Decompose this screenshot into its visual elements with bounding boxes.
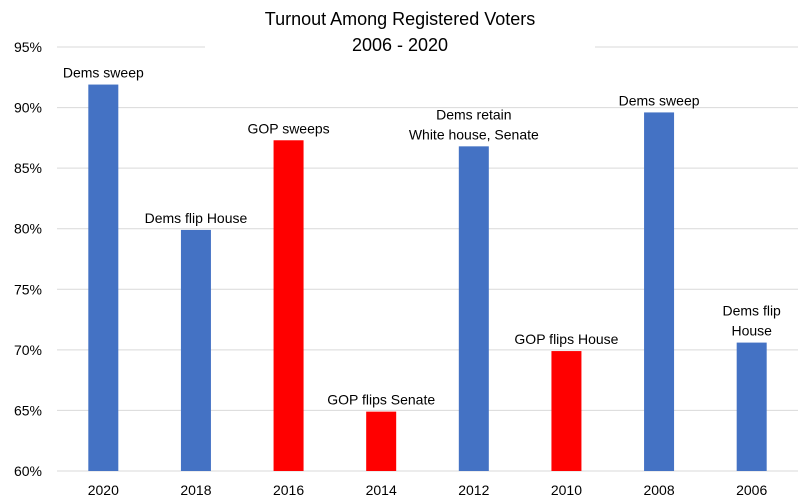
y-tick-label: 75%	[14, 281, 42, 297]
x-tick-label: 2020	[88, 482, 119, 498]
bar-annotation: GOP sweeps	[247, 120, 329, 136]
bars	[88, 84, 767, 471]
bar-annotation: GOP flips Senate	[327, 392, 435, 408]
y-tick-label: 65%	[14, 402, 42, 418]
bar-2008	[644, 112, 675, 471]
bar-2016	[273, 140, 304, 471]
bar-annotation: Dems flip House	[145, 210, 248, 226]
x-tick-label: 2010	[551, 482, 582, 498]
y-tick-label: 80%	[14, 221, 42, 237]
bar-2012	[458, 146, 489, 471]
x-tick-label: 2008	[643, 482, 674, 498]
bar-2020	[88, 84, 119, 471]
bar-2018	[180, 229, 211, 471]
bar-annotations: Dems sweep Dems flip House GOP sweeps GOP f…	[63, 65, 781, 408]
y-tick-label: 60%	[14, 463, 42, 479]
y-tick-label: 90%	[14, 100, 42, 116]
bar-annotation: Dems sweep	[63, 65, 144, 81]
bar-annotation: White house, Senate	[409, 126, 539, 142]
y-tick-label: 70%	[14, 342, 42, 358]
bar-annotation: GOP flips House	[514, 331, 618, 347]
x-tick-label: 2018	[180, 482, 211, 498]
bar-annotation: Dems sweep	[619, 92, 700, 108]
bar-annotation: Dems retain	[436, 106, 511, 122]
y-tick-label: 85%	[14, 160, 42, 176]
x-tick-label: 2012	[458, 482, 489, 498]
x-tick-label: 2016	[273, 482, 304, 498]
bar-annotation: House	[731, 323, 772, 339]
x-axis-ticks: 2020 2018 2016 2014 2012 2010 2008 2006	[88, 482, 768, 498]
bar-2014	[366, 411, 397, 471]
y-tick-label: 95%	[14, 39, 42, 55]
bar-2010	[551, 351, 582, 471]
bar-2006	[736, 342, 767, 471]
bar-annotation: Dems flip	[723, 303, 782, 319]
gridlines	[57, 46, 798, 472]
x-tick-label: 2014	[366, 482, 397, 498]
chart-title: Turnout Among Registered Voters 2006 - 2…	[205, 4, 595, 64]
title-line-1: Turnout Among Registered Voters	[265, 9, 535, 29]
y-axis-ticks: 60% 65% 70% 75% 80% 85% 90% 95%	[14, 39, 42, 479]
x-tick-label: 2006	[736, 482, 767, 498]
title-background	[205, 4, 595, 64]
title-line-2: 2006 - 2020	[352, 35, 448, 55]
